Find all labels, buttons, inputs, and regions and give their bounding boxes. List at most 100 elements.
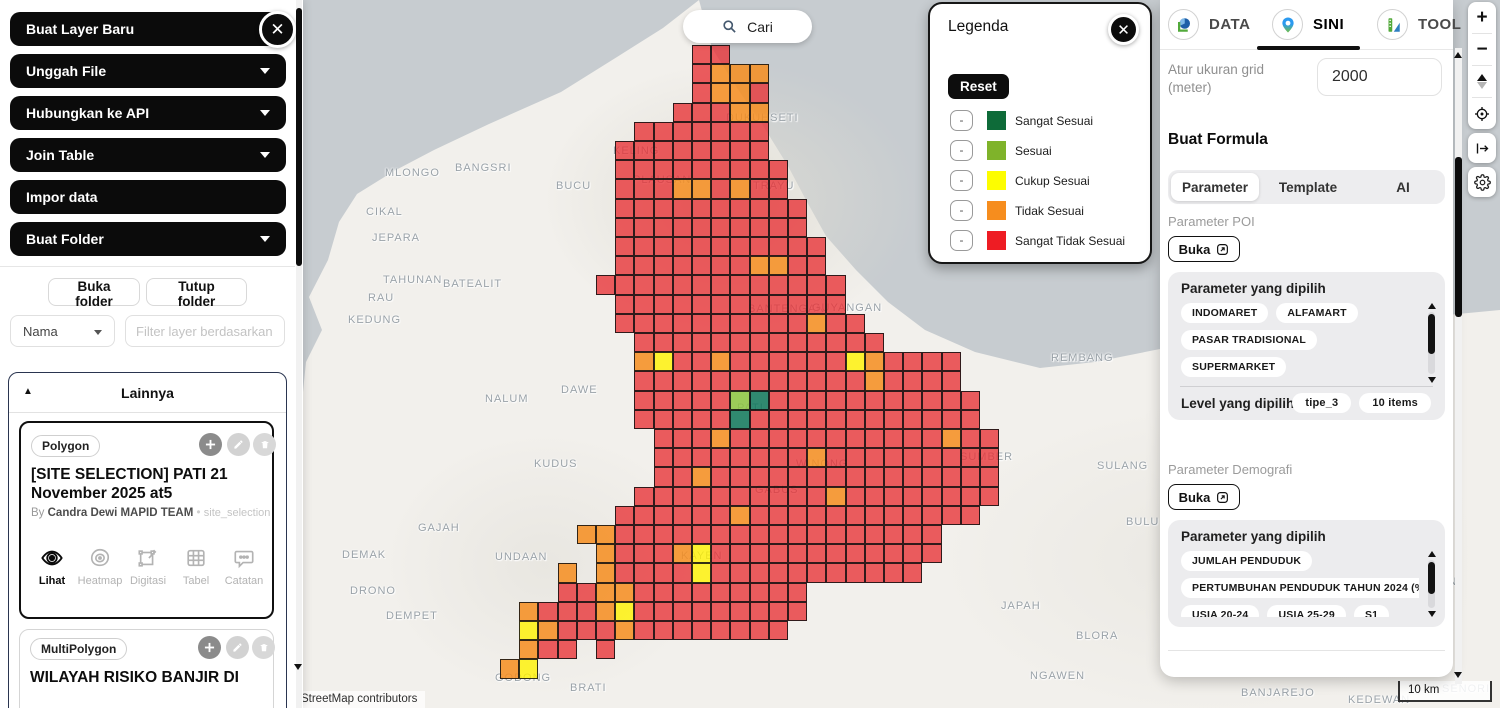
grid-cell[interactable]	[692, 505, 712, 525]
grid-cell[interactable]	[903, 352, 923, 372]
grid-cell[interactable]	[653, 390, 673, 410]
grid-cell[interactable]	[692, 371, 712, 391]
grid-cell[interactable]	[692, 601, 712, 621]
grid-cell[interactable]	[826, 333, 846, 353]
grid-cell[interactable]	[884, 486, 904, 506]
grid-cell[interactable]	[653, 563, 673, 583]
grid-cell[interactable]	[500, 659, 520, 679]
grid-cell[interactable]	[826, 525, 846, 545]
parameter-chip[interactable]: SUPERMARKET	[1181, 357, 1287, 377]
grid-cell[interactable]	[711, 582, 731, 602]
grid-cell[interactable]	[960, 390, 980, 410]
grid-cell[interactable]	[615, 237, 635, 257]
grid-cell[interactable]	[576, 601, 596, 621]
grid-cell[interactable]	[711, 448, 731, 468]
grid-cell[interactable]	[672, 198, 692, 218]
tab-data[interactable]: DATA	[1168, 9, 1250, 40]
grid-cell[interactable]	[807, 256, 827, 276]
sidebar-menu-button[interactable]: Join Table	[10, 138, 286, 172]
grid-cell[interactable]	[711, 45, 731, 65]
grid-cell[interactable]	[711, 505, 731, 525]
grid-cell[interactable]	[711, 371, 731, 391]
grid-cell[interactable]	[807, 390, 827, 410]
grid-cell[interactable]	[711, 160, 731, 180]
grid-cell[interactable]	[768, 505, 788, 525]
grid-cell[interactable]	[749, 83, 769, 103]
grid-cell[interactable]	[692, 467, 712, 487]
scroll-up-icon[interactable]	[1428, 551, 1436, 557]
grid-cell[interactable]	[845, 352, 865, 372]
grid-cell[interactable]	[711, 486, 731, 506]
grid-cell[interactable]	[653, 217, 673, 237]
grid-cell[interactable]	[634, 621, 654, 641]
grid-cell[interactable]	[634, 217, 654, 237]
formula-tab-ai[interactable]: AI	[1396, 179, 1410, 195]
sidebar-scrollbar-thumb[interactable]	[296, 8, 302, 266]
grid-cell[interactable]	[634, 256, 654, 276]
grid-cell[interactable]	[653, 160, 673, 180]
grid-cell[interactable]	[730, 333, 750, 353]
legend-close-button[interactable]: ✕	[1108, 14, 1139, 45]
grid-cell[interactable]	[788, 371, 808, 391]
grid-cell[interactable]	[557, 621, 577, 641]
grid-cell[interactable]	[653, 294, 673, 314]
grid-cell[interactable]	[768, 409, 788, 429]
grid-cell[interactable]	[884, 371, 904, 391]
grid-cell[interactable]	[730, 121, 750, 141]
grid-cell[interactable]	[768, 256, 788, 276]
grid-cell[interactable]	[922, 409, 942, 429]
grid-cell[interactable]	[903, 525, 923, 545]
grid-cell[interactable]	[749, 64, 769, 84]
grid-cell[interactable]	[653, 409, 673, 429]
grid-cell[interactable]	[826, 467, 846, 487]
grid-cell[interactable]	[615, 582, 635, 602]
grid-cell[interactable]	[596, 525, 616, 545]
grid-cell[interactable]	[768, 486, 788, 506]
search-bar[interactable]: Cari	[683, 10, 812, 43]
grid-cell[interactable]	[788, 563, 808, 583]
grid-cell[interactable]	[672, 621, 692, 641]
grid-cell[interactable]	[692, 333, 712, 353]
collapse-icon[interactable]: ▲	[23, 386, 33, 397]
grid-cell[interactable]	[749, 448, 769, 468]
grid-cell[interactable]	[826, 544, 846, 564]
grid-cell[interactable]	[749, 467, 769, 487]
grid-cell[interactable]	[692, 141, 712, 161]
grid-cell[interactable]	[826, 486, 846, 506]
grid-cell[interactable]	[749, 294, 769, 314]
grid-cell[interactable]	[653, 121, 673, 141]
grid-cell[interactable]	[692, 121, 712, 141]
grid-cell[interactable]	[596, 621, 616, 641]
grid-cell[interactable]	[730, 352, 750, 372]
grid-cell[interactable]	[826, 352, 846, 372]
layer-card-polygon[interactable]: Polygon [SITE SELECTION] PATI 21 Novembe…	[19, 421, 276, 619]
grid-cell[interactable]	[807, 505, 827, 525]
grid-cell[interactable]	[615, 313, 635, 333]
grid-cell[interactable]	[768, 448, 788, 468]
open-folder-button[interactable]: Buka folder	[48, 278, 140, 309]
grid-cell[interactable]	[730, 525, 750, 545]
grid-cell[interactable]	[730, 582, 750, 602]
grid-cell[interactable]	[768, 217, 788, 237]
grid-cell[interactable]	[692, 83, 712, 103]
grid-cell[interactable]	[653, 141, 673, 161]
layer-action-lihat[interactable]: Lihat	[29, 547, 75, 587]
grid-cell[interactable]	[538, 640, 558, 660]
grid-cell[interactable]	[711, 621, 731, 641]
layer-title[interactable]: [SITE SELECTION] PATI 21 November 2025 a…	[31, 466, 228, 503]
grid-cell[interactable]	[730, 198, 750, 218]
grid-cell[interactable]	[692, 525, 712, 545]
grid-cell[interactable]	[615, 275, 635, 295]
grid-cell[interactable]	[692, 409, 712, 429]
grid-cell[interactable]	[980, 486, 1000, 506]
grid-cell[interactable]	[730, 448, 750, 468]
grid-cell[interactable]	[692, 294, 712, 314]
grid-cell[interactable]	[672, 121, 692, 141]
grid-cell[interactable]	[826, 409, 846, 429]
grid-cell[interactable]	[807, 525, 827, 545]
grid-cell[interactable]	[730, 563, 750, 583]
grid-cell[interactable]	[960, 467, 980, 487]
grid-cell[interactable]	[730, 160, 750, 180]
grid-cell[interactable]	[692, 352, 712, 372]
grid-cell[interactable]	[711, 198, 731, 218]
